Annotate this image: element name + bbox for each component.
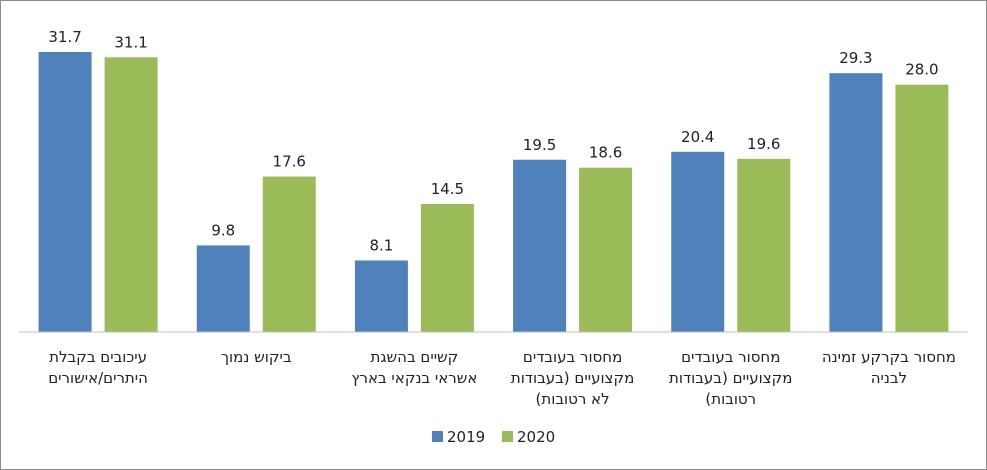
bar-2019-5 bbox=[829, 73, 883, 333]
legend-swatch-2020 bbox=[502, 431, 513, 442]
category-label-2-line-0: קשיים בהשגת bbox=[370, 348, 458, 366]
value-label-2020-1: 17.6 bbox=[273, 153, 306, 171]
bar-2019-1 bbox=[196, 245, 250, 332]
bar-2020-5 bbox=[895, 84, 949, 332]
bar-2020-1 bbox=[262, 176, 316, 332]
category-label-3-line-0: מחסור בעובדים bbox=[523, 348, 622, 366]
bar-2019-3 bbox=[513, 159, 567, 332]
value-label-2020-0: 31.1 bbox=[114, 33, 147, 51]
category-label-5-line-0: מחסור בקרקע זמינה bbox=[822, 348, 956, 366]
value-label-2019-1: 9.8 bbox=[211, 221, 235, 239]
category-label-0-line-0: עיכובים בקבלת bbox=[49, 348, 147, 366]
category-label-4-line-1: מקצועיים (בעבודות bbox=[669, 369, 792, 387]
value-label-2020-5: 28.0 bbox=[905, 61, 938, 79]
category-label-2-line-1: אשראי בנקאי בארץ bbox=[351, 369, 477, 387]
category-label-1-line-0: ביקוש נמוך bbox=[221, 348, 292, 366]
bar-2020-3 bbox=[579, 167, 633, 332]
legend-label-2019: 2019 bbox=[447, 428, 485, 446]
value-label-2019-5: 29.3 bbox=[839, 49, 872, 67]
value-label-2019-3: 19.5 bbox=[523, 136, 556, 154]
category-label-4-line-2: רטובות) bbox=[705, 390, 756, 408]
bar-2019-2 bbox=[354, 260, 408, 332]
bar-2019-4 bbox=[671, 151, 725, 332]
bar-2020-2 bbox=[420, 203, 474, 332]
category-label-4-line-0: מחסור בעובדים bbox=[681, 348, 780, 366]
bar-2020-0 bbox=[104, 57, 158, 332]
category-label-3-line-1: מקצועיים (בעבודות bbox=[511, 369, 634, 387]
category-label-0-line-1: היתרים/אישורים bbox=[48, 369, 148, 387]
value-label-2020-3: 18.6 bbox=[589, 144, 622, 162]
bar-2019-0 bbox=[38, 52, 92, 332]
value-label-2019-0: 31.7 bbox=[48, 28, 81, 46]
value-label-2020-2: 14.5 bbox=[431, 180, 464, 198]
legend-swatch-2019 bbox=[432, 431, 443, 442]
value-label-2020-4: 19.6 bbox=[747, 135, 780, 153]
value-label-2019-2: 8.1 bbox=[369, 236, 393, 254]
value-label-2019-4: 20.4 bbox=[681, 128, 714, 146]
legend-label-2020: 2020 bbox=[517, 428, 555, 446]
category-label-5-line-1: לבניה bbox=[871, 369, 907, 387]
category-label-3-line-2: לא רטובות) bbox=[536, 390, 610, 408]
bar-2020-4 bbox=[737, 158, 791, 332]
